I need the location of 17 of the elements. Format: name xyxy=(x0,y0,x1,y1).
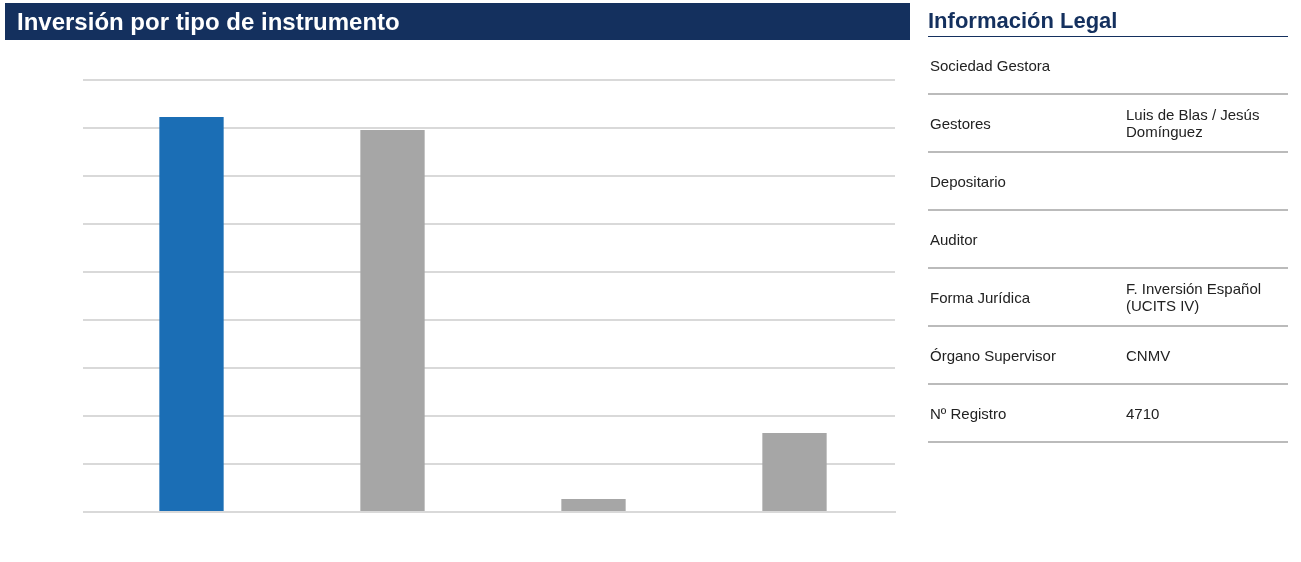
category-label: Forma Jurídica xyxy=(928,268,1124,326)
bar xyxy=(561,498,626,511)
chart-title: Inversión por tipo de instrumento xyxy=(5,3,910,40)
text: 4710 xyxy=(1126,404,1160,422)
category-label: Gestores xyxy=(928,94,1124,152)
bar xyxy=(159,116,224,511)
text: Información Legal xyxy=(928,8,1288,37)
bar xyxy=(762,432,827,511)
text: Luis de Blas / Jesús Domínguez xyxy=(1126,106,1260,140)
text: F. Inversión Español (UCITS IV) xyxy=(1126,280,1262,314)
category-label: Nº Registro xyxy=(928,384,1124,442)
text: CNMV xyxy=(1126,346,1171,364)
category-label: Depositario xyxy=(928,152,1124,210)
bar xyxy=(360,129,425,511)
category-label: Auditor xyxy=(928,210,1124,268)
category-label: Órgano Supervisor xyxy=(928,326,1124,384)
category-label: Sociedad Gestora xyxy=(928,37,1124,94)
